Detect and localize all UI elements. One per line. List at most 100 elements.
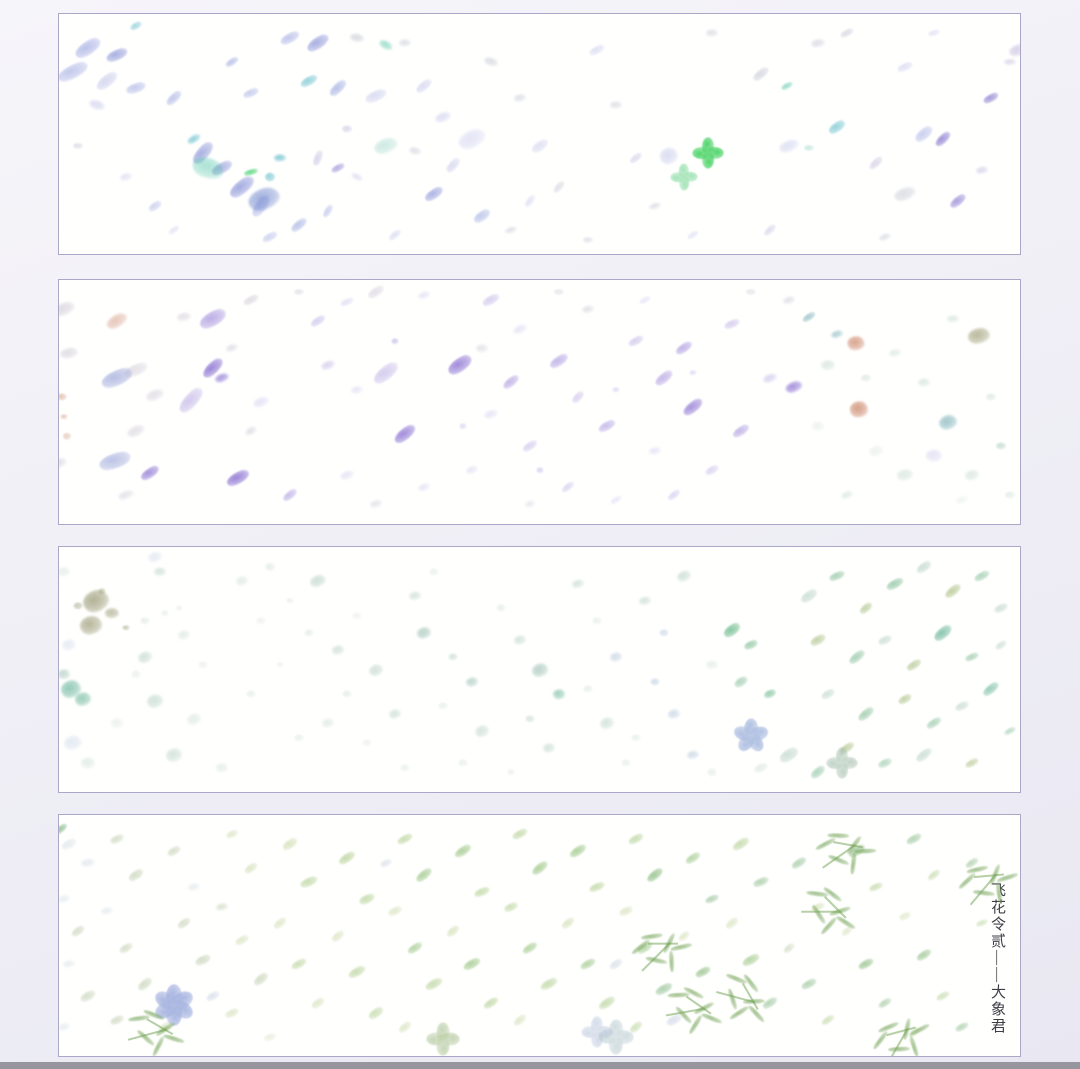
- petal: [371, 135, 400, 157]
- leaf: [164, 89, 185, 107]
- sprig-leaf: [957, 872, 978, 891]
- petal: [417, 289, 431, 300]
- leaf: [924, 716, 943, 731]
- leaf: [809, 764, 828, 781]
- petal: [110, 718, 123, 729]
- flower-petal: [692, 147, 708, 160]
- petal: [339, 469, 356, 482]
- sprig-leaf: [814, 837, 837, 851]
- flower: [426, 1022, 461, 1056]
- petal: [407, 590, 422, 602]
- petal: [309, 573, 328, 590]
- sprig-stem: [648, 942, 679, 944]
- flower-petal: [826, 756, 843, 769]
- leaf: [443, 156, 463, 174]
- petal: [483, 408, 500, 420]
- leaf: [721, 621, 743, 639]
- leaf: [242, 87, 260, 100]
- petal: [398, 39, 411, 47]
- dot: [286, 598, 294, 604]
- petal: [1007, 41, 1020, 59]
- leaf: [263, 1032, 277, 1042]
- leaf: [72, 35, 104, 60]
- dot: [448, 653, 458, 661]
- leaf: [993, 602, 1009, 614]
- sprig-leaf: [136, 1028, 156, 1048]
- leaf: [196, 307, 229, 332]
- dot: [582, 236, 593, 243]
- petal: [63, 734, 84, 752]
- dot: [507, 769, 515, 776]
- dot: [60, 413, 68, 420]
- leaf: [59, 837, 78, 851]
- leaf: [560, 916, 577, 931]
- leaf: [898, 911, 912, 921]
- tape-strip-blue-petals: [58, 13, 1021, 255]
- leaf: [97, 449, 132, 472]
- petal: [244, 425, 259, 438]
- petal: [234, 575, 249, 587]
- leaf: [194, 953, 213, 966]
- leaf: [210, 158, 235, 177]
- dot: [650, 678, 660, 686]
- leaf: [242, 293, 261, 307]
- petal: [185, 132, 202, 146]
- petal: [104, 310, 130, 333]
- leaf: [305, 32, 332, 54]
- leaf: [78, 988, 97, 1003]
- petal: [146, 693, 165, 710]
- petal: [784, 379, 804, 396]
- petal: [925, 449, 942, 463]
- flower: [692, 137, 724, 169]
- petal: [78, 614, 104, 636]
- leaf: [905, 832, 924, 846]
- petal: [62, 959, 76, 969]
- petal: [330, 644, 345, 656]
- leaf: [914, 947, 933, 962]
- dot: [553, 289, 564, 296]
- leaf: [588, 43, 607, 57]
- leaf: [954, 1021, 971, 1033]
- leaf: [423, 976, 444, 991]
- dot: [631, 734, 641, 742]
- petal: [117, 488, 136, 502]
- dot: [429, 567, 439, 576]
- flower: [670, 163, 698, 191]
- leaf: [166, 845, 183, 858]
- petal: [937, 412, 959, 431]
- leaf: [309, 314, 328, 329]
- petal: [830, 328, 845, 339]
- leaf: [445, 923, 461, 938]
- dot: [294, 289, 305, 296]
- leaf: [567, 843, 588, 860]
- dot: [246, 690, 256, 698]
- flower-petal: [426, 1032, 444, 1046]
- petal: [946, 315, 959, 323]
- leaf: [482, 995, 501, 1010]
- petal: [581, 304, 595, 314]
- dot: [276, 661, 284, 668]
- leaf: [982, 91, 1001, 105]
- petal: [762, 371, 779, 384]
- dot: [362, 739, 372, 747]
- petal: [74, 691, 93, 707]
- dot: [525, 714, 535, 723]
- leaf: [743, 639, 759, 651]
- leaf: [108, 1014, 125, 1026]
- leaf: [529, 859, 550, 877]
- leaf: [905, 657, 924, 672]
- leaf: [627, 151, 644, 165]
- leaf: [931, 622, 955, 643]
- leaf: [118, 941, 135, 954]
- leaf: [136, 975, 155, 992]
- dot: [342, 690, 352, 698]
- leaf: [520, 438, 539, 453]
- sprig-leaf: [669, 950, 675, 973]
- leaf: [618, 905, 634, 917]
- leaf: [512, 1013, 529, 1027]
- leaf: [99, 365, 135, 390]
- leaf: [666, 488, 682, 502]
- leaf: [846, 648, 867, 666]
- dot: [98, 588, 106, 594]
- dot: [689, 369, 697, 376]
